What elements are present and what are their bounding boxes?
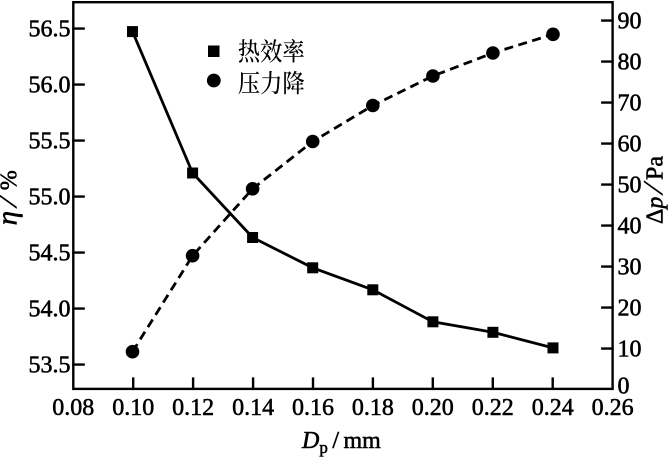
svg-text:Δp∕Pa: Δp∕Pa [639,156,670,224]
svg-text:54.0: 54.0 [29,297,71,323]
svg-text:40: 40 [618,214,642,240]
svg-text:0.22: 0.22 [472,395,514,421]
svg-text:56.0: 56.0 [29,73,71,99]
svg-text:90: 90 [618,9,642,35]
svg-text:50: 50 [618,173,642,199]
svg-text:56.5: 56.5 [29,17,71,43]
svg-text:0: 0 [618,373,630,399]
svg-text:0.18: 0.18 [352,395,394,421]
svg-text:0.10: 0.10 [112,395,154,421]
svg-text:55.5: 55.5 [29,129,71,155]
svg-text:80: 80 [618,50,642,76]
svg-text:0.14: 0.14 [232,395,274,421]
svg-text:0.08: 0.08 [52,395,94,421]
svg-text:0.24: 0.24 [532,395,574,421]
svg-text:54.5: 54.5 [29,241,71,267]
svg-text:Dp/mm: Dp / mm [301,428,381,457]
svg-text:70: 70 [618,91,642,117]
svg-text:10: 10 [618,337,642,363]
svg-text:60: 60 [618,132,642,158]
svg-text:0.20: 0.20 [412,395,454,421]
svg-text:0.16: 0.16 [292,395,334,421]
svg-text:0.26: 0.26 [592,395,634,421]
svg-text:30: 30 [618,255,642,281]
svg-text:20: 20 [618,296,642,322]
svg-text:53.5: 53.5 [29,353,71,379]
svg-text:55.0: 55.0 [29,185,71,211]
svg-text:0.12: 0.12 [172,395,214,421]
